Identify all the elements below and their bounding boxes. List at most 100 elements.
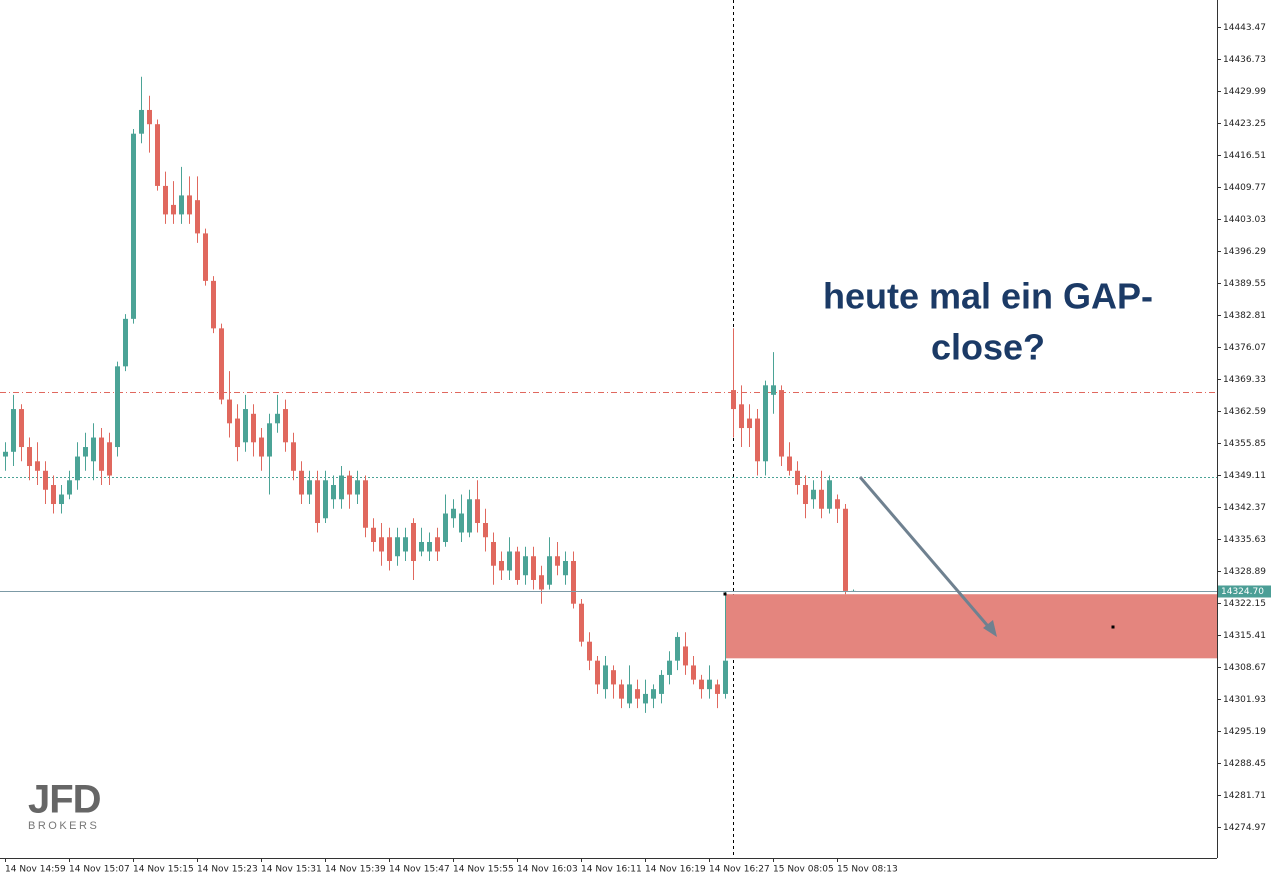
candle-body: [827, 480, 832, 509]
candle-body: [435, 537, 440, 552]
candle-body: [3, 451, 8, 457]
y-tick-label: 14396.29: [1223, 247, 1266, 257]
candle-body: [211, 280, 216, 329]
candle-body: [267, 423, 272, 457]
y-tick-label: 14288.45: [1223, 759, 1266, 769]
candle-body: [787, 456, 792, 471]
candle-body: [571, 560, 576, 604]
annotation-line: close?: [931, 327, 1045, 368]
candle-body: [459, 513, 464, 533]
candle-body: [811, 489, 816, 500]
x-tick-label: 14 Nov 16:27: [709, 865, 770, 875]
candle-body: [323, 480, 328, 519]
candle-body: [419, 541, 424, 552]
plot-area: 14443.47 14436.73 14429.99 14423.25 14416.51…: [0, 23, 1266, 875]
candle-body: [107, 442, 112, 476]
gap-zone: [725, 594, 1217, 659]
candle-body: [523, 556, 528, 576]
candle-body: [91, 437, 96, 462]
candle-body: [139, 109, 144, 134]
x-tick-label: 14 Nov 16:19: [645, 865, 706, 875]
candle-body: [99, 437, 104, 471]
candle-body: [539, 575, 544, 590]
arrow-shaft: [858, 476, 995, 633]
candle-body: [715, 684, 720, 694]
candle-body: [403, 537, 408, 552]
candle-body: [67, 480, 72, 495]
y-tick-label: 14376.07: [1223, 343, 1266, 353]
candle-body: [819, 489, 824, 509]
candle-body: [843, 508, 848, 591]
candle-body: [387, 537, 392, 561]
y-tick-label: 14301.93: [1223, 695, 1266, 705]
y-tick-label: 14389.55: [1223, 279, 1266, 289]
candle-body: [147, 109, 152, 125]
candle-body: [675, 636, 680, 661]
candle-body: [443, 513, 448, 542]
candle-body: [427, 541, 432, 552]
candle-body: [115, 366, 120, 448]
candle-body: [635, 689, 640, 699]
candle-body: [283, 409, 288, 443]
y-tick-label: 14328.89: [1223, 567, 1266, 577]
candle-body: [731, 390, 736, 410]
candle-body: [595, 660, 600, 685]
x-tick-label: 15 Nov 08:13: [837, 865, 898, 875]
candle-body: [611, 670, 616, 685]
candle-body: [363, 480, 368, 528]
y-tick-label: 14355.85: [1223, 439, 1266, 449]
y-tick-label: 14423.25: [1223, 119, 1266, 129]
y-tick-label: 14281.71: [1223, 791, 1266, 801]
candle-body: [131, 133, 136, 319]
candle-body: [643, 693, 648, 704]
candle-body: [51, 485, 56, 505]
x-tick-label: 14 Nov 15:31: [261, 865, 322, 875]
x-tick-label: 14 Nov 15:07: [69, 865, 130, 875]
annotation-line: heute mal ein GAP-: [823, 276, 1153, 317]
candle-body: [203, 233, 208, 281]
candle-body: [683, 646, 688, 666]
y-tick-label: 14443.47: [1223, 23, 1266, 33]
x-tick-label: 14 Nov 16:11: [581, 865, 642, 875]
candle-body: [467, 499, 472, 533]
candle-body: [227, 399, 232, 424]
x-tick-label: 14 Nov 15:39: [325, 865, 386, 875]
marker: [1111, 625, 1115, 629]
candle-body: [699, 679, 704, 690]
candle-body: [83, 447, 88, 457]
candle-body: [771, 385, 776, 395]
y-tick-label: 14349.11: [1223, 471, 1266, 481]
candle-body: [555, 556, 560, 566]
logo-sub: BROKERS: [28, 820, 99, 832]
candle-body: [331, 485, 336, 500]
x-tick-label: 14 Nov 15:47: [389, 865, 450, 875]
candle-body: [507, 551, 512, 571]
candle-body: [379, 537, 384, 552]
last-price-label: 14324.70: [1221, 587, 1264, 597]
candle-body: [307, 480, 312, 495]
marker: [723, 592, 727, 596]
candle-body: [395, 537, 400, 557]
y-tick-label: 14429.99: [1223, 87, 1266, 97]
y-tick-label: 14436.73: [1223, 55, 1266, 65]
candle-body: [35, 461, 40, 471]
candle-body: [75, 456, 80, 481]
candle-body: [779, 390, 784, 457]
last-price-box: [1218, 585, 1271, 598]
candle-body: [483, 523, 488, 538]
y-tick-label: 14322.15: [1223, 599, 1266, 609]
candle-body: [291, 442, 296, 471]
y-tick-label: 14342.37: [1223, 503, 1266, 513]
x-tick-label: 14 Nov 15:55: [453, 865, 514, 875]
x-tick-label: 14 Nov 15:23: [197, 865, 258, 875]
candle-body: [499, 560, 504, 571]
candle-body: [651, 689, 656, 699]
y-tick-label: 14295.19: [1223, 727, 1266, 737]
candle-body: [123, 318, 128, 367]
candle-body: [235, 418, 240, 448]
y-tick-label: 14416.51: [1223, 151, 1266, 161]
y-tick-label: 14403.03: [1223, 215, 1266, 225]
y-tick-label: 14274.97: [1223, 823, 1266, 833]
candle-body: [795, 470, 800, 486]
